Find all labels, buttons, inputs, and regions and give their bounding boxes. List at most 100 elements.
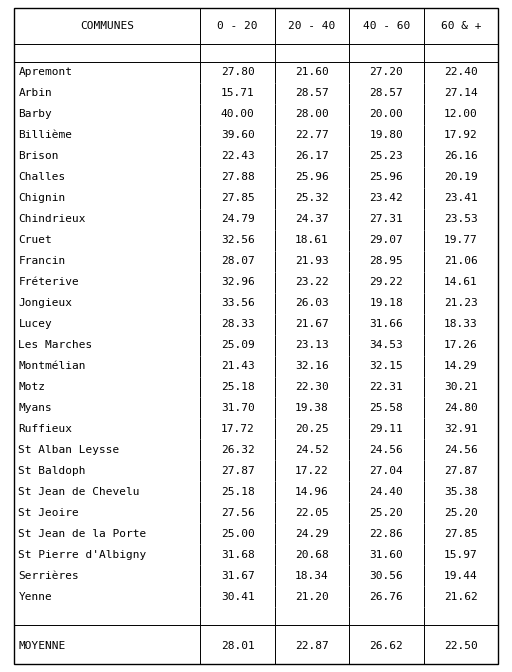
Text: 25.20: 25.20 bbox=[444, 508, 478, 518]
Text: 26.32: 26.32 bbox=[221, 445, 254, 455]
Text: 24.56: 24.56 bbox=[370, 445, 403, 455]
Text: 26.16: 26.16 bbox=[444, 151, 478, 161]
Text: 25.18: 25.18 bbox=[221, 487, 254, 497]
Text: 25.23: 25.23 bbox=[370, 151, 403, 161]
Text: 18.34: 18.34 bbox=[295, 571, 329, 581]
Text: 32.56: 32.56 bbox=[221, 235, 254, 245]
Text: 27.85: 27.85 bbox=[221, 193, 254, 203]
Text: 29.11: 29.11 bbox=[370, 424, 403, 434]
Text: 20.00: 20.00 bbox=[370, 110, 403, 119]
Text: Lucey: Lucey bbox=[18, 319, 52, 329]
Text: 25.18: 25.18 bbox=[221, 382, 254, 392]
Text: 21.20: 21.20 bbox=[295, 592, 329, 602]
Text: 22.77: 22.77 bbox=[295, 130, 329, 140]
Text: 28.95: 28.95 bbox=[370, 256, 403, 266]
Text: 24.56: 24.56 bbox=[444, 445, 478, 455]
Text: 32.15: 32.15 bbox=[370, 361, 403, 371]
Text: 14.96: 14.96 bbox=[295, 487, 329, 497]
Text: 28.57: 28.57 bbox=[370, 88, 403, 98]
Text: Ruffieux: Ruffieux bbox=[18, 424, 72, 434]
Text: COMMUNES: COMMUNES bbox=[80, 21, 134, 31]
Text: Billième: Billième bbox=[18, 130, 72, 140]
Text: 15.97: 15.97 bbox=[444, 550, 478, 560]
Text: 22.31: 22.31 bbox=[370, 382, 403, 392]
Text: Motz: Motz bbox=[18, 382, 46, 392]
Text: 26.17: 26.17 bbox=[295, 151, 329, 161]
Text: 22.43: 22.43 bbox=[221, 151, 254, 161]
Text: 0 - 20: 0 - 20 bbox=[218, 21, 258, 31]
Text: 19.77: 19.77 bbox=[444, 235, 478, 245]
Text: 28.33: 28.33 bbox=[221, 319, 254, 329]
Text: 31.66: 31.66 bbox=[370, 319, 403, 329]
Text: 20.19: 20.19 bbox=[444, 172, 478, 182]
Text: 23.22: 23.22 bbox=[295, 277, 329, 287]
Text: 31.70: 31.70 bbox=[221, 403, 254, 413]
Text: 18.33: 18.33 bbox=[444, 319, 478, 329]
Text: 28.07: 28.07 bbox=[221, 256, 254, 266]
Text: Serrières: Serrières bbox=[18, 571, 79, 581]
Text: 31.60: 31.60 bbox=[370, 550, 403, 560]
Text: St Jeoire: St Jeoire bbox=[18, 508, 79, 518]
Text: 27.80: 27.80 bbox=[221, 67, 254, 77]
Text: 26.62: 26.62 bbox=[370, 641, 403, 651]
Text: 18.61: 18.61 bbox=[295, 235, 329, 245]
Text: 12.00: 12.00 bbox=[444, 110, 478, 119]
Text: Cruet: Cruet bbox=[18, 235, 52, 245]
Text: 27.87: 27.87 bbox=[221, 466, 254, 476]
Text: 21.43: 21.43 bbox=[221, 361, 254, 371]
Text: 33.56: 33.56 bbox=[221, 298, 254, 308]
Text: 40 - 60: 40 - 60 bbox=[363, 21, 410, 31]
Text: 22.30: 22.30 bbox=[295, 382, 329, 392]
Text: 34.53: 34.53 bbox=[370, 340, 403, 350]
Text: 25.09: 25.09 bbox=[221, 340, 254, 350]
Text: St Alban Leysse: St Alban Leysse bbox=[18, 445, 120, 455]
Text: 17.92: 17.92 bbox=[444, 130, 478, 140]
Text: 27.85: 27.85 bbox=[444, 529, 478, 539]
Text: Montmélian: Montmélian bbox=[18, 361, 86, 371]
Text: 25.20: 25.20 bbox=[370, 508, 403, 518]
Text: Challes: Challes bbox=[18, 172, 66, 182]
Text: 28.00: 28.00 bbox=[295, 110, 329, 119]
Text: 30.21: 30.21 bbox=[444, 382, 478, 392]
Text: 24.80: 24.80 bbox=[444, 403, 478, 413]
Text: 19.80: 19.80 bbox=[370, 130, 403, 140]
Text: 25.96: 25.96 bbox=[295, 172, 329, 182]
Text: MOYENNE: MOYENNE bbox=[18, 641, 66, 651]
Text: 24.40: 24.40 bbox=[370, 487, 403, 497]
Text: 19.44: 19.44 bbox=[444, 571, 478, 581]
Text: 22.40: 22.40 bbox=[444, 67, 478, 77]
Text: 24.52: 24.52 bbox=[295, 445, 329, 455]
Text: St Jean de la Porte: St Jean de la Porte bbox=[18, 529, 146, 539]
Text: 27.88: 27.88 bbox=[221, 172, 254, 182]
Text: 22.87: 22.87 bbox=[295, 641, 329, 651]
Text: 22.05: 22.05 bbox=[295, 508, 329, 518]
Text: 21.23: 21.23 bbox=[444, 298, 478, 308]
Text: 28.01: 28.01 bbox=[221, 641, 254, 651]
Text: Barby: Barby bbox=[18, 110, 52, 119]
Text: St Pierre d'Albigny: St Pierre d'Albigny bbox=[18, 550, 146, 560]
Text: 60 & +: 60 & + bbox=[441, 21, 481, 31]
Text: Yenne: Yenne bbox=[18, 592, 52, 602]
Text: 22.50: 22.50 bbox=[444, 641, 478, 651]
Text: 26.03: 26.03 bbox=[295, 298, 329, 308]
Text: 29.22: 29.22 bbox=[370, 277, 403, 287]
Text: 23.42: 23.42 bbox=[370, 193, 403, 203]
Text: 27.04: 27.04 bbox=[370, 466, 403, 476]
Text: 25.00: 25.00 bbox=[221, 529, 254, 539]
Text: St Jean de Chevelu: St Jean de Chevelu bbox=[18, 487, 140, 497]
Text: 26.76: 26.76 bbox=[370, 592, 403, 602]
Text: 17.26: 17.26 bbox=[444, 340, 478, 350]
Text: 23.13: 23.13 bbox=[295, 340, 329, 350]
Text: Chindrieux: Chindrieux bbox=[18, 214, 86, 224]
Text: 24.37: 24.37 bbox=[295, 214, 329, 224]
Text: 27.20: 27.20 bbox=[370, 67, 403, 77]
Text: 32.16: 32.16 bbox=[295, 361, 329, 371]
Text: 27.87: 27.87 bbox=[444, 466, 478, 476]
Text: 25.96: 25.96 bbox=[370, 172, 403, 182]
Text: 21.62: 21.62 bbox=[444, 592, 478, 602]
Text: Arbin: Arbin bbox=[18, 88, 52, 98]
Text: Jongieux: Jongieux bbox=[18, 298, 72, 308]
Text: 17.22: 17.22 bbox=[295, 466, 329, 476]
Text: 15.71: 15.71 bbox=[221, 88, 254, 98]
Text: Myans: Myans bbox=[18, 403, 52, 413]
